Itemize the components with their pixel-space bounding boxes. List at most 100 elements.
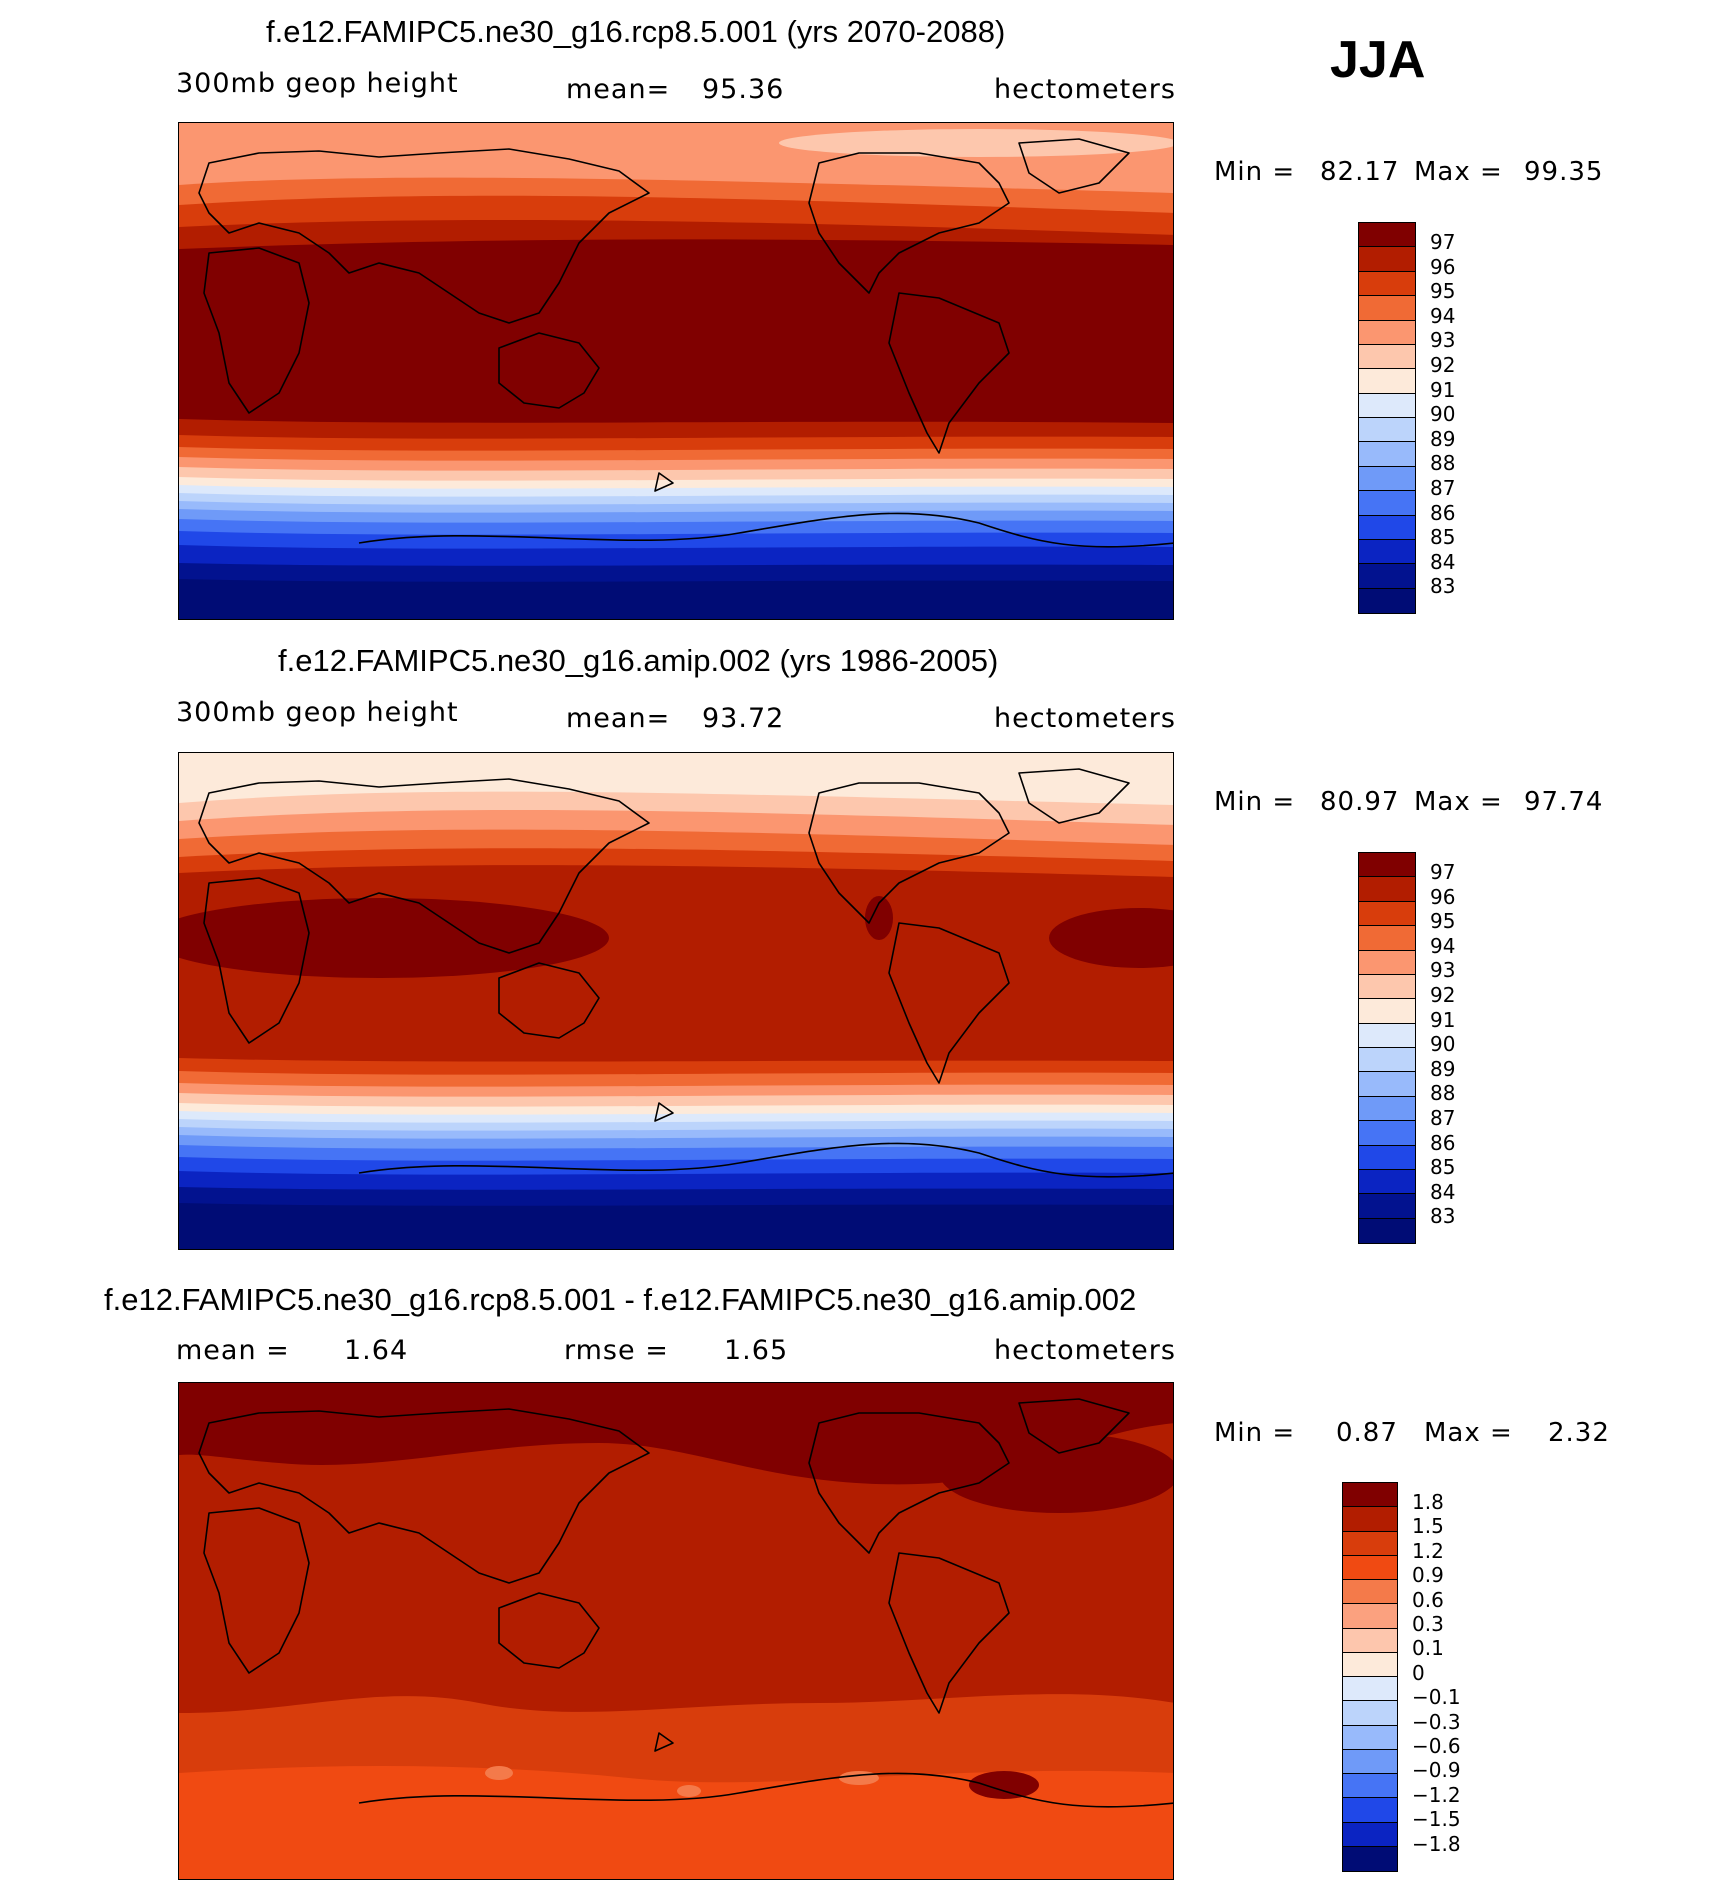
colorbar-segment [1359,247,1415,272]
colorbar-segment [1359,296,1415,321]
colorbar-segment [1359,1145,1415,1170]
panel2-mean-label: mean= [566,703,671,734]
panel3-max-value: 2.32 [1548,1418,1610,1448]
colorbar-segment [1343,1774,1397,1799]
colorbar-segment [1359,344,1415,370]
panel2-max-value: 97.74 [1524,787,1604,817]
panel1-title: f.e12.FAMIPC5.ne30_g16.rcp8.5.001 (yrs 2… [266,14,1006,49]
panel2-variable: 300mb geop height [176,697,459,728]
colorbar-tick: 96 [1430,884,1456,909]
colorbar-tick: 94 [1430,933,1456,958]
colorbar-segment [1343,1580,1397,1605]
colorbar-tick: 0 [1412,1660,1425,1685]
colorbar-tick: 92 [1430,353,1456,377]
panel1-mean-label: mean= [566,74,671,105]
colorbar-segment [1359,271,1415,297]
colorbar-segment [1359,491,1415,516]
panel2-min-value: 80.97 [1320,787,1400,817]
colorbar-segment [1359,1218,1415,1243]
colorbar-segment [1359,999,1415,1024]
colorbar-tick: 1.8 [1412,1490,1444,1514]
colorbar-tick: −0.9 [1412,1758,1461,1783]
colorbar-tick: 85 [1430,525,1456,550]
colorbar-segment [1359,320,1415,345]
colorbar-tick: 87 [1430,1106,1456,1130]
colorbar-tick: 0.3 [1412,1612,1444,1636]
colorbar-segment [1343,1701,1397,1726]
panel1-variable: 300mb geop height [176,68,459,99]
colorbar-segment [1343,1652,1397,1677]
panel2-units: hectometers [994,703,1176,734]
colorbar-tick: 88 [1430,451,1456,476]
colorbar-segment [1359,223,1415,248]
colorbar-tick: 1.5 [1412,1514,1444,1539]
colorbar-tick: 92 [1430,983,1456,1007]
panel3-mean-value: 1.64 [344,1335,409,1366]
colorbar-segment [1359,466,1415,492]
colorbar-segment [1359,1096,1415,1122]
panel3-map [178,1382,1174,1880]
panel3-title: f.e12.FAMIPC5.ne30_g16.rcp8.5.001 - f.e1… [104,1282,1137,1317]
panel1-map [178,122,1174,620]
colorbar-tick: 94 [1430,303,1456,328]
colorbar-tick: 87 [1430,476,1456,500]
panel3-mean-label: mean = [176,1335,290,1366]
season-label: JJA [1330,31,1426,89]
colorbar-tick: 0.9 [1412,1563,1444,1588]
colorbar-tick: 0.6 [1412,1587,1444,1612]
colorbar-segment [1359,369,1415,394]
colorbar-segment [1359,901,1415,927]
colorbar-tick: 96 [1430,254,1456,279]
colorbar-tick: 90 [1430,1032,1456,1057]
panel2-max-label: Max = [1414,787,1503,817]
panel1-colorbar [1358,222,1416,614]
colorbar-segment [1359,974,1415,1000]
colorbar-tick: −0.6 [1412,1734,1461,1758]
panel3-units: hectometers [994,1335,1176,1366]
colorbar-tick: −1.5 [1412,1807,1461,1832]
colorbar-segment [1359,1048,1415,1073]
colorbar-segment [1359,588,1415,613]
colorbar-tick: 86 [1430,500,1456,525]
panel2-min-label: Min = [1214,787,1296,817]
colorbar-segment [1359,1023,1415,1048]
colorbar-segment [1359,1121,1415,1146]
colorbar-segment [1343,1749,1397,1774]
colorbar-tick: 93 [1430,958,1456,983]
panel1-units: hectometers [994,74,1176,105]
colorbar-segment [1359,926,1415,951]
panel3-min-value: 0.87 [1336,1418,1398,1448]
panel3-colorbar [1342,1482,1398,1872]
colorbar-segment [1343,1531,1397,1556]
colorbar-segment [1343,1555,1397,1580]
colorbar-tick: 84 [1430,1179,1456,1204]
panel2-mean-value: 93.72 [702,703,785,734]
colorbar-tick: 90 [1430,402,1456,427]
panel3-max-label: Max = [1424,1418,1513,1448]
colorbar-tick: 93 [1430,328,1456,353]
colorbar-segment [1359,564,1415,589]
colorbar-tick: 84 [1430,549,1456,574]
panel2-map [178,752,1174,1250]
panel1-min-value: 82.17 [1320,157,1400,187]
colorbar-tick: 89 [1430,426,1456,451]
colorbar-tick: 97 [1430,230,1456,254]
panel1-max-label: Max = [1414,157,1503,187]
panel1-mean-value: 95.36 [702,74,785,105]
panel1-max-value: 99.35 [1524,157,1604,187]
colorbar-segment [1343,1507,1397,1532]
colorbar-segment [1343,1822,1397,1847]
colorbar-segment [1359,393,1415,418]
colorbar-segment [1359,950,1415,975]
colorbar-segment [1343,1846,1397,1871]
panel3-min-label: Min = [1214,1418,1296,1448]
colorbar-tick: 85 [1430,1155,1456,1180]
colorbar-tick: −1.8 [1412,1831,1461,1856]
colorbar-tick: 97 [1430,860,1456,884]
panel2-title: f.e12.FAMIPC5.ne30_g16.amip.002 (yrs 198… [278,643,999,678]
colorbar-tick: −1.2 [1412,1782,1461,1807]
colorbar-segment [1359,853,1415,878]
colorbar-segment [1343,1483,1397,1508]
colorbar-segment [1359,515,1415,540]
colorbar-segment [1343,1604,1397,1629]
